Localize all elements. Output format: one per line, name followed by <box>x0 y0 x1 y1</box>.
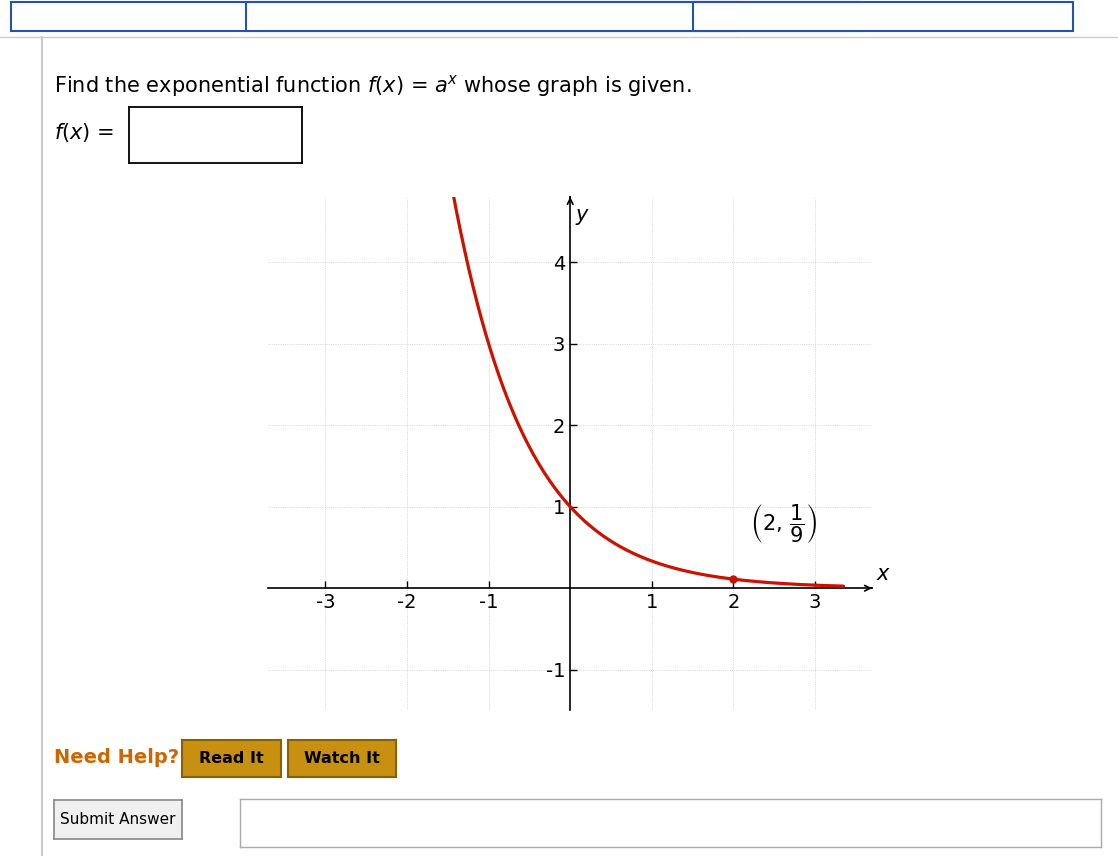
Bar <box>693 3 1073 31</box>
Text: x: x <box>877 564 889 584</box>
Text: $\mathit{f}$($\mathit{x}$) =: $\mathit{f}$($\mathit{x}$) = <box>54 122 114 144</box>
Text: Find the exponential function $\mathit{f}$($\mathit{x}$) = $\mathit{a}$$^x$ whos: Find the exponential function $\mathit{f… <box>54 73 691 98</box>
Text: Watch It: Watch It <box>304 752 380 766</box>
Text: Submit Answer: Submit Answer <box>60 812 176 827</box>
Text: Need Help?: Need Help? <box>54 748 179 767</box>
Bar <box>246 3 861 31</box>
Text: y: y <box>576 205 588 225</box>
Bar <box>11 3 738 31</box>
Text: $\left(2,\,\dfrac{1}{9}\right)$: $\left(2,\,\dfrac{1}{9}\right)$ <box>750 502 817 545</box>
Text: Read It: Read It <box>199 752 264 766</box>
